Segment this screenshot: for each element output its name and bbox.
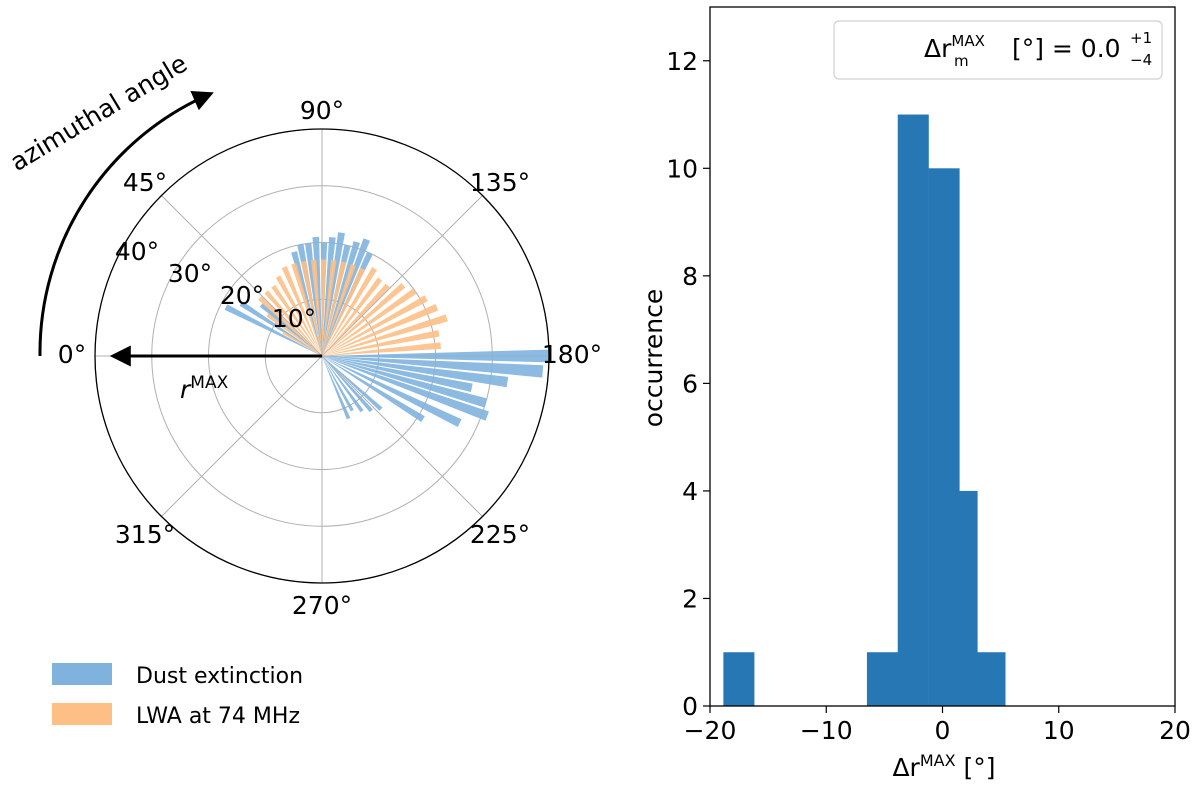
angle-tick-270: 270° (292, 591, 352, 620)
y-tick-label: 4 (682, 477, 698, 506)
polar-bar (291, 262, 322, 356)
polar-bar (300, 260, 322, 356)
x-tick-label: 0 (935, 716, 951, 745)
legend-label-lwa: LWA at 74 MHz (136, 704, 300, 729)
polar-bar (322, 238, 370, 356)
polar-bar (322, 356, 462, 427)
x-tick-label: 10 (1043, 716, 1075, 745)
polar-bar (322, 295, 428, 356)
angle-tick-0: 0° (58, 340, 86, 369)
polar-bar (275, 275, 322, 356)
radial-tick-20: 20° (220, 281, 264, 310)
polar-bar (259, 303, 322, 356)
polar-bar (239, 301, 322, 356)
polar-bar (322, 356, 487, 408)
histogram-chart: −20 −10 0 10 20 0 2 4 6 8 10 12 occurrence ΔrMAX [… (639, 6, 1191, 782)
x-tick-label: −20 (684, 716, 737, 745)
rmax-label: rMAX (180, 373, 229, 404)
y-axis-ticks: 0 2 4 6 8 10 12 (666, 47, 710, 721)
azimuth-label: azimuthal angle (5, 49, 192, 177)
y-axis-label: occurrence (639, 289, 668, 428)
x-tick-label: −10 (800, 716, 853, 745)
polar-bar (322, 314, 448, 356)
polar-bar (322, 283, 390, 356)
y-tick-label: 0 (682, 692, 698, 721)
angular-grid-line (321, 195, 483, 357)
polar-bar (322, 356, 351, 420)
polar-bar (322, 261, 347, 356)
angle-tick-315: 315° (115, 520, 175, 549)
polar-bar (224, 304, 322, 356)
polar-bar (310, 259, 322, 356)
polar-bar (322, 356, 489, 421)
x-axis-label: ΔrMAX [°] (892, 751, 995, 782)
legend-swatch-lwa (52, 703, 112, 725)
y-tick-label: 6 (682, 369, 698, 398)
histogram-bar (974, 652, 1006, 706)
y-tick-label: 2 (682, 584, 698, 613)
polar-bar (322, 232, 345, 356)
polar-bar (322, 263, 356, 356)
angle-tick-225: 225° (470, 520, 530, 549)
polar-bar (322, 356, 373, 413)
angular-grid-line (161, 355, 323, 517)
polar-bar (322, 330, 440, 356)
polar-bars (224, 232, 549, 427)
polar-bar (322, 342, 441, 356)
y-tick-label: 10 (666, 154, 698, 183)
histogram-bar (897, 114, 929, 707)
polar-bar (322, 277, 383, 356)
polar-bar (322, 356, 509, 388)
angle-tick-45: 45° (123, 168, 167, 197)
legend-label-dust: Dust extinction (136, 664, 303, 689)
polar-bar (322, 356, 473, 393)
polar-bar (266, 313, 322, 356)
polar-bar (322, 288, 417, 356)
polar-frame (94, 128, 550, 584)
polar-bar (322, 267, 378, 356)
polar-bar (322, 356, 383, 411)
angle-tick-135: 135° (470, 168, 530, 197)
polar-bar (322, 304, 439, 356)
polar-bar (258, 296, 322, 356)
polar-bar (322, 283, 406, 356)
radial-tick-40: 40° (115, 237, 159, 266)
legend-box (833, 20, 1163, 80)
azimuth-arrow (38, 91, 214, 357)
histogram-bar (866, 652, 898, 706)
polar-bar (322, 356, 425, 422)
radial-tick-10: 10° (272, 304, 316, 333)
y-tick-label: 8 (682, 262, 698, 291)
polar-bar (322, 259, 337, 356)
polar-bar (322, 267, 366, 356)
polar-bar (322, 349, 549, 363)
polar-bar (281, 266, 322, 356)
histogram-legend: ΔrMAX m [°] = 0.0 +1 −4 (833, 20, 1163, 80)
legend-annotation: ΔrMAX m [°] = 0.0 +1 −4 (924, 29, 1152, 70)
polar-bar (282, 331, 322, 356)
x-tick-label: 20 (1159, 716, 1191, 745)
histogram-bars (723, 114, 1006, 707)
x-axis-ticks: −20 −10 0 10 20 (684, 706, 1191, 745)
histogram-bar (723, 652, 755, 706)
radial-tick-30: 30° (168, 259, 212, 288)
legend-swatch-dust (52, 663, 112, 685)
polar-bar (320, 259, 327, 356)
polar-bar (271, 284, 322, 356)
y-tick-label: 12 (666, 47, 698, 76)
polar-bar (305, 243, 322, 356)
polar-legend: Dust extinction LWA at 74 MHz (52, 663, 303, 729)
polar-bar (264, 290, 322, 356)
polar-bar (322, 356, 544, 378)
angle-tick-90: 90° (300, 96, 344, 125)
angular-grid-line (161, 195, 323, 357)
polar-bar (322, 356, 364, 413)
polar-chart: 0° 45° 90° 135° 180° 225° 270° 315° 10° … (5, 49, 602, 729)
angle-tick-180: 180° (542, 340, 602, 369)
polar-bar (322, 356, 354, 412)
histogram-bar (946, 490, 978, 706)
angular-grid-line (321, 355, 483, 517)
